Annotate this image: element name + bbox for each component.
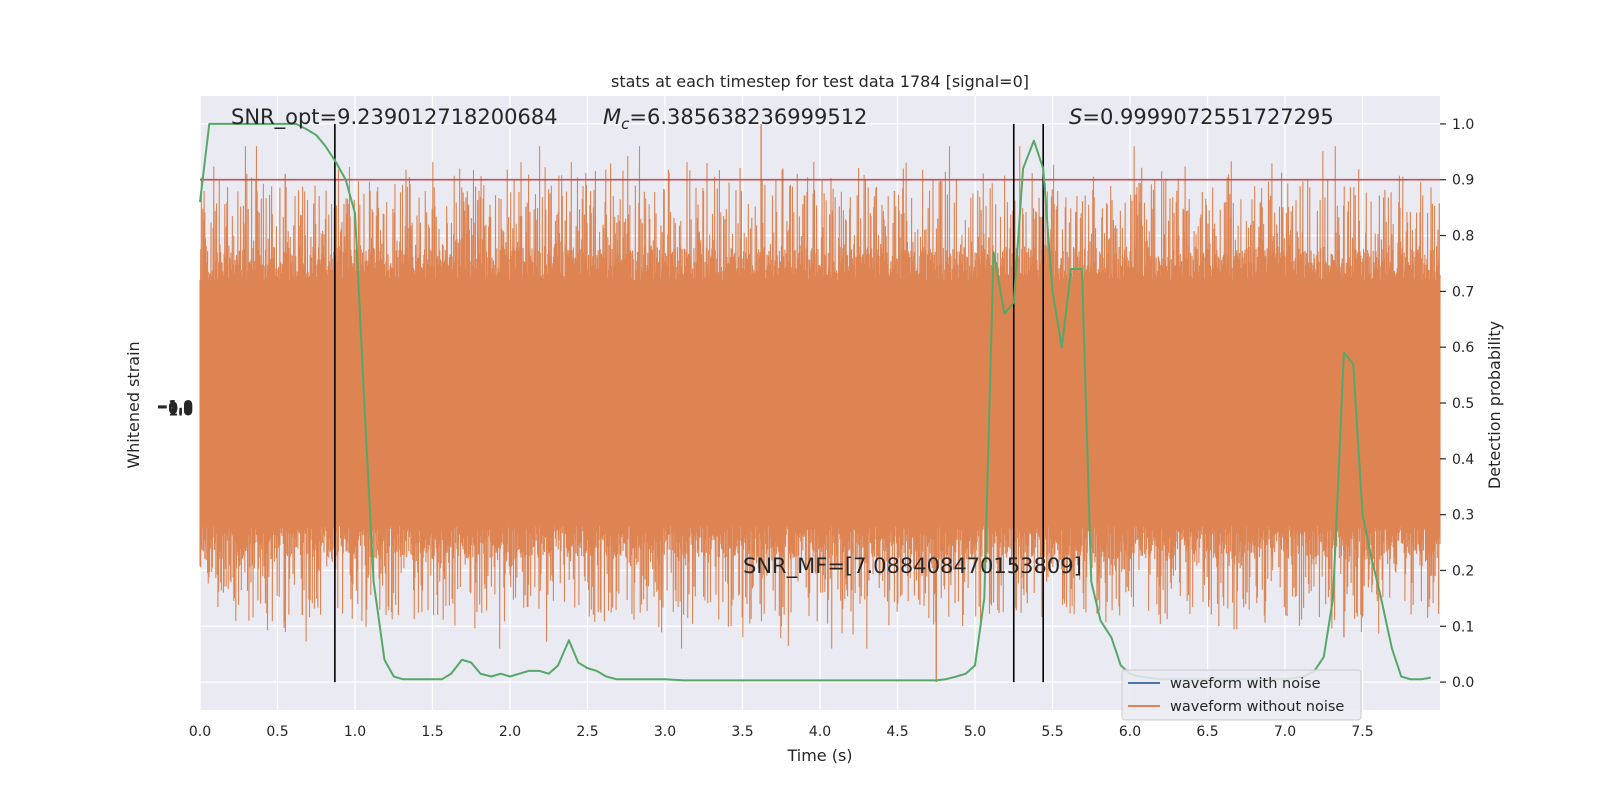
left-tick-label: 0.0	[168, 401, 193, 417]
legend-label-without-noise: waveform without noise	[1170, 699, 1344, 715]
left-tick-label: 1.0	[168, 403, 193, 419]
x-tick-label: 7.5	[1351, 724, 1373, 740]
left-tick-label: −0.5	[156, 400, 193, 416]
y-tick-label: 0.3	[1452, 508, 1474, 524]
x-tick-label: 3.5	[731, 724, 753, 740]
x-tick-label: 4.5	[886, 724, 908, 740]
y-tick-label: 1.0	[1452, 117, 1474, 133]
annotation-s-value: S=0.9999072551727295	[1069, 105, 1334, 129]
s-value: =0.9999072551727295	[1082, 105, 1333, 129]
y-tick-label: 0.7	[1452, 284, 1474, 300]
legend-label-with-noise: waveform with noise	[1170, 676, 1321, 692]
annotation-snr-mf: SNR_MF=[7.088408470153809]	[743, 554, 1082, 579]
x-tick-label: 0.5	[266, 724, 288, 740]
x-tick-label: 5.0	[964, 724, 986, 740]
y-axis-left-ticks: −1.0−0.50.00.51.0	[156, 399, 193, 420]
s-symbol: S	[1069, 105, 1082, 129]
x-axis-label: Time (s)	[786, 746, 852, 765]
left-tick-label: 0.5	[168, 402, 193, 418]
y-tick-label: 0.8	[1452, 229, 1474, 245]
legend: waveform with noise waveform without noi…	[1121, 669, 1362, 721]
waveform-without-noise-core	[200, 291, 1440, 515]
y-axis-right-label: Detection probability	[1485, 321, 1504, 489]
x-tick-label: 5.5	[1041, 724, 1063, 740]
chirp-mass-subscript: c	[621, 115, 630, 133]
reference-lines	[200, 123, 1440, 683]
chart-title: stats at each timestep for test data 178…	[611, 72, 1029, 91]
x-axis-ticks: 0.0 0.5 1.0 1.5 2.0 2.5 3.0 3.5 4.0 4.5 5.0 5.5 6.0 6…	[189, 724, 1374, 740]
x-tick-label: 6.0	[1119, 724, 1141, 740]
chirp-mass-value: =6.385638236999512	[629, 105, 867, 129]
left-tick-label: −1.0	[156, 399, 193, 415]
y-tick-label: 0.0	[1452, 675, 1474, 691]
waveform-without-noise-series	[199, 123, 1441, 683]
x-tick-label: 2.5	[576, 724, 598, 740]
y-tick-label: 0.5	[1452, 396, 1474, 412]
x-tick-label: 3.0	[654, 724, 676, 740]
legend-box	[1121, 669, 1362, 721]
annotation-snr-opt: SNR_opt=9.239012718200684	[231, 105, 558, 130]
y-axis-right-ticks: 0.0 0.1 0.2 0.3 0.4 0.5 0.6 0.7 0.8 0.9 1.0	[1440, 117, 1474, 691]
y-tick-label: 0.6	[1452, 340, 1474, 356]
y-tick-label: 0.2	[1452, 563, 1474, 579]
y-tick-label: 0.1	[1452, 619, 1474, 635]
x-tick-label: 4.0	[809, 724, 831, 740]
x-tick-label: 6.5	[1196, 724, 1218, 740]
x-tick-label: 0.0	[189, 724, 211, 740]
y-tick-label: 0.4	[1452, 452, 1474, 468]
x-tick-label: 1.0	[344, 724, 366, 740]
x-tick-label: 7.0	[1274, 724, 1296, 740]
y-axis-left-label: Whitened strain	[124, 341, 143, 468]
x-tick-label: 2.0	[499, 724, 521, 740]
annotation-chirp-mass: Mc=6.385638236999512	[603, 105, 867, 133]
chirp-mass-symbol: M	[603, 105, 621, 129]
y-tick-label: 0.9	[1452, 173, 1474, 189]
x-tick-label: 1.5	[421, 724, 443, 740]
